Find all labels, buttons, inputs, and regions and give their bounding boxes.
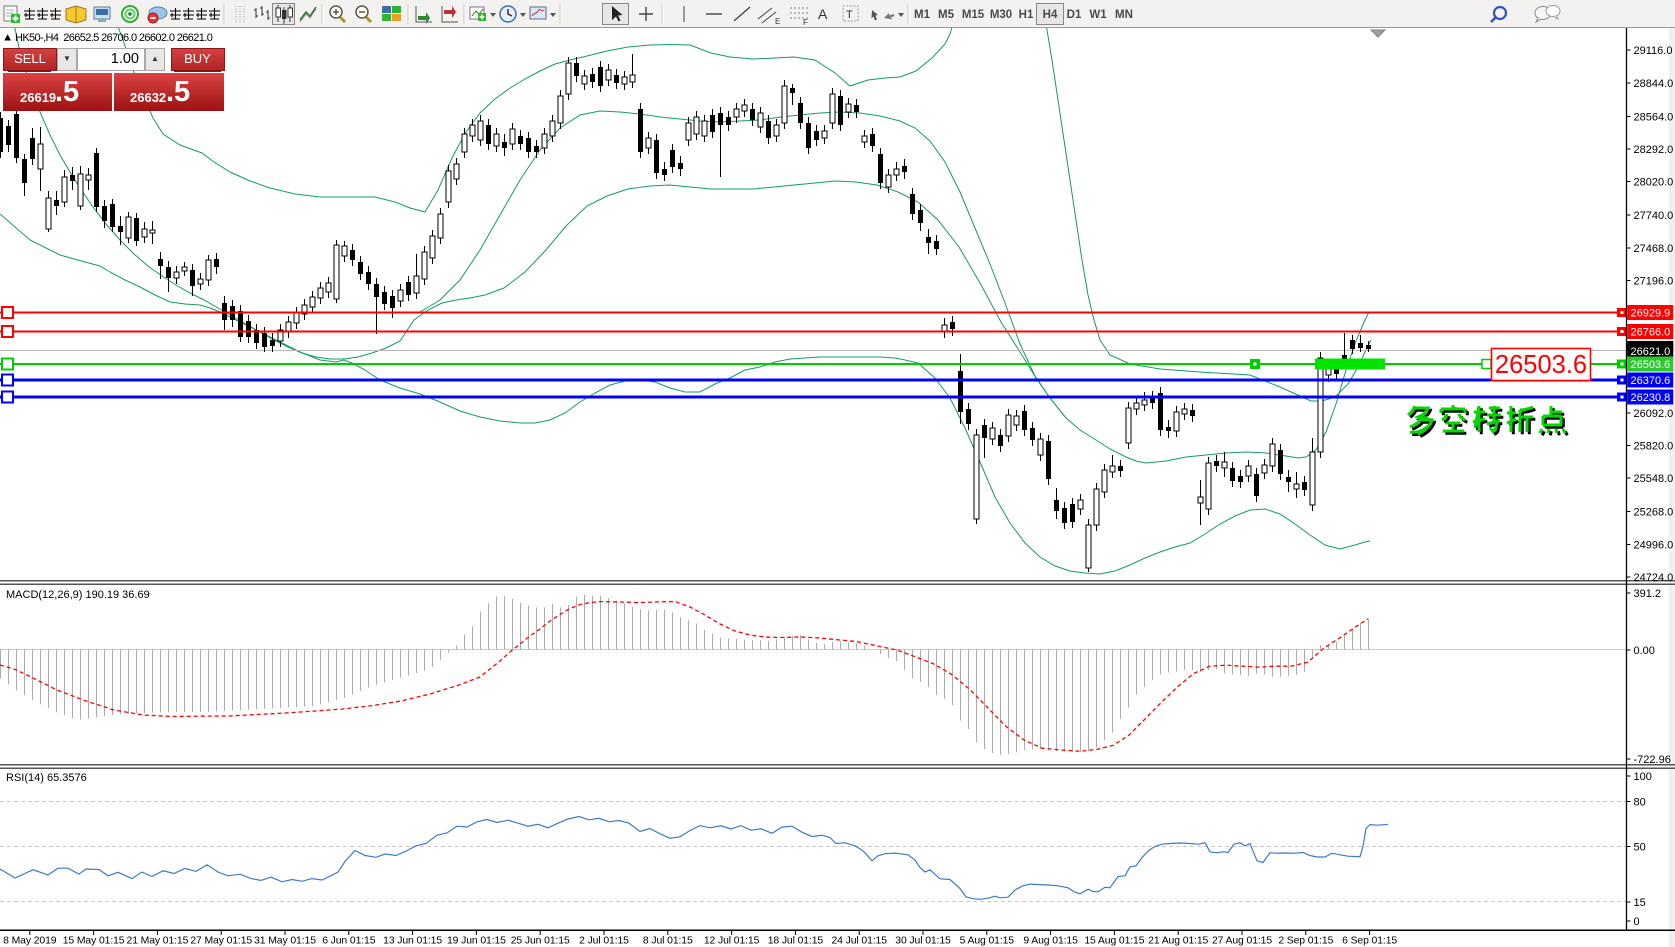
- svg-text:0: 0: [1634, 916, 1640, 928]
- svg-text:MN: MN: [1115, 9, 1133, 21]
- svg-text:F: F: [803, 18, 808, 27]
- svg-text:27 May 01:15: 27 May 01:15: [190, 936, 252, 947]
- svg-text:24 Jul 01:15: 24 Jul 01:15: [831, 936, 887, 947]
- svg-text:21 May 01:15: 21 May 01:15: [127, 936, 189, 947]
- svg-text:25548.0: 25548.0: [1634, 473, 1674, 485]
- svg-text:H4: H4: [1043, 9, 1058, 21]
- svg-text:28844.0: 28844.0: [1634, 78, 1674, 90]
- svg-text:D1: D1: [1067, 9, 1082, 21]
- svg-text:M1: M1: [914, 9, 931, 21]
- svg-text:5 Aug 01:15: 5 Aug 01:15: [960, 936, 1015, 947]
- svg-text:E: E: [775, 17, 780, 26]
- svg-text:29116.0: 29116.0: [1634, 45, 1673, 57]
- svg-text:26503.6: 26503.6: [1631, 359, 1671, 371]
- svg-text:6 Jun 01:15: 6 Jun 01:15: [322, 936, 376, 947]
- svg-text:28292.0: 28292.0: [1634, 144, 1674, 156]
- svg-text:31 May 01:15: 31 May 01:15: [254, 936, 316, 947]
- svg-text:8 May 2019: 8 May 2019: [3, 936, 57, 947]
- svg-text:25820.0: 25820.0: [1634, 441, 1674, 453]
- svg-text:26766.0: 26766.0: [1631, 327, 1671, 339]
- svg-text:RSI(14) 65.3576: RSI(14) 65.3576: [6, 772, 87, 784]
- svg-text:26230.8: 26230.8: [1631, 392, 1671, 404]
- svg-text:2 Jul 01:15: 2 Jul 01:15: [579, 936, 629, 947]
- svg-text:27 Aug 01:15: 27 Aug 01:15: [1212, 936, 1272, 947]
- svg-text:26370.6: 26370.6: [1631, 375, 1671, 387]
- svg-text:27740.0: 27740.0: [1634, 210, 1674, 222]
- svg-text:30 Jul 01:15: 30 Jul 01:15: [895, 936, 951, 947]
- svg-text:2 Sep 01:15: 2 Sep 01:15: [1278, 936, 1333, 947]
- svg-text:13 Jun 01:15: 13 Jun 01:15: [383, 936, 442, 947]
- svg-text:9 Aug 01:15: 9 Aug 01:15: [1023, 936, 1078, 947]
- svg-text:27196.0: 27196.0: [1634, 276, 1674, 288]
- svg-text:25268.0: 25268.0: [1634, 507, 1674, 519]
- svg-text:18 Jul 01:15: 18 Jul 01:15: [768, 936, 824, 947]
- svg-text:25 Jun 01:15: 25 Jun 01:15: [511, 936, 570, 947]
- svg-text:100: 100: [1634, 771, 1652, 783]
- svg-text:MACD(12,26,9) 190.19 36.69: MACD(12,26,9) 190.19 36.69: [6, 589, 150, 601]
- svg-text:-722.96: -722.96: [1634, 754, 1671, 766]
- svg-text:0.00: 0.00: [1634, 645, 1655, 657]
- svg-text:8 Jul 01:15: 8 Jul 01:15: [643, 936, 693, 947]
- svg-text:T: T: [846, 9, 853, 21]
- svg-text:M5: M5: [938, 9, 955, 21]
- svg-text:24724.0: 24724.0: [1634, 572, 1674, 584]
- svg-text:HK50-,H4 26652.5 26706.0 2660: HK50-,H4 26652.5 26706.0 26602.0 26621.0: [15, 32, 213, 44]
- svg-text:12 Jul 01:15: 12 Jul 01:15: [704, 936, 760, 947]
- svg-text:50: 50: [1634, 842, 1646, 854]
- svg-text:28020.0: 28020.0: [1634, 177, 1674, 189]
- svg-text:26092.0: 26092.0: [1634, 408, 1674, 420]
- svg-text:W1: W1: [1089, 9, 1107, 21]
- svg-text:21 Aug 01:15: 21 Aug 01:15: [1148, 936, 1208, 947]
- svg-text:80: 80: [1634, 797, 1646, 809]
- svg-text:6 Sep 01:15: 6 Sep 01:15: [1342, 936, 1397, 947]
- svg-text:15 Aug 01:15: 15 Aug 01:15: [1084, 936, 1144, 947]
- svg-text:24996.0: 24996.0: [1634, 540, 1674, 552]
- svg-text:28564.0: 28564.0: [1634, 112, 1674, 124]
- svg-text:H1: H1: [1019, 9, 1034, 21]
- svg-text:26503.6: 26503.6: [1495, 351, 1587, 379]
- svg-text:15 May 01:15: 15 May 01:15: [63, 936, 125, 947]
- svg-text:26621.0: 26621.0: [1631, 346, 1671, 358]
- svg-text:A: A: [818, 6, 828, 22]
- svg-text:26929.9: 26929.9: [1631, 308, 1671, 320]
- svg-text:15: 15: [1634, 897, 1646, 909]
- svg-text:M15: M15: [962, 9, 985, 21]
- svg-text:27468.0: 27468.0: [1634, 243, 1674, 255]
- svg-text:391.2: 391.2: [1634, 588, 1662, 600]
- svg-text:M30: M30: [990, 9, 1012, 21]
- svg-text:19 Jun 01:15: 19 Jun 01:15: [447, 936, 506, 947]
